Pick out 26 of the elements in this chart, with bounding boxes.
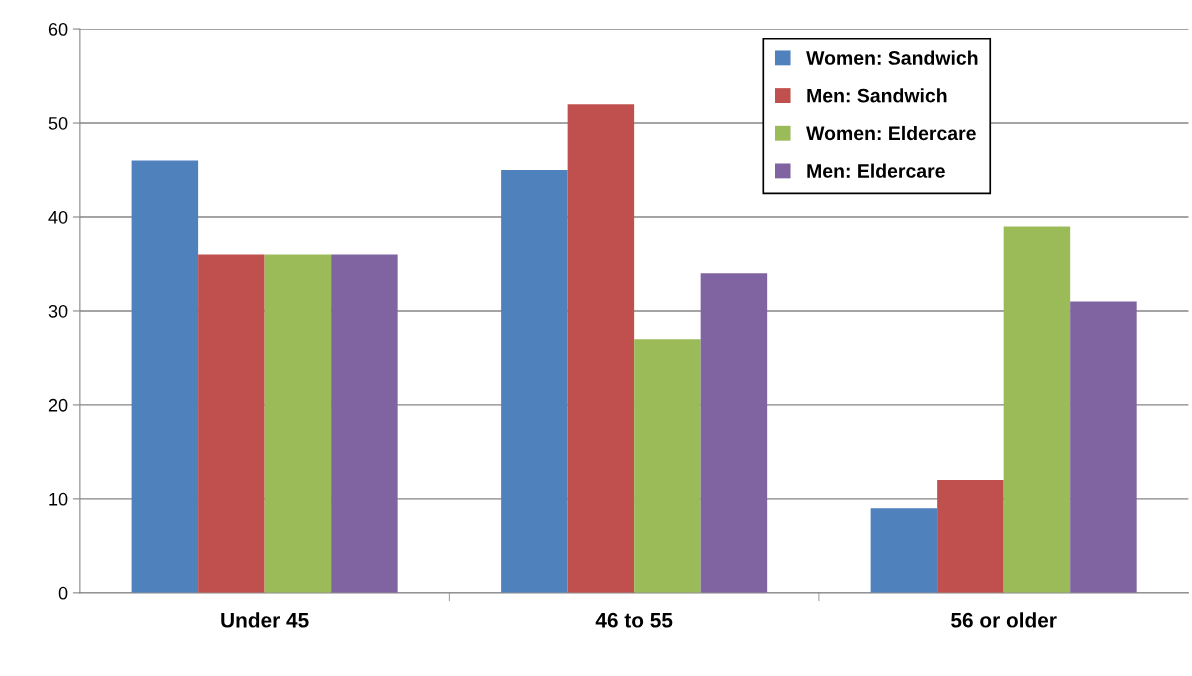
legend-label: Men: Eldercare (807, 163, 945, 178)
bar (131, 160, 199, 593)
legend-label: Men: Sandwich (807, 88, 947, 103)
x-tick-label: 56 or older (951, 612, 1057, 628)
y-tick-label: 30 (48, 304, 68, 318)
bar (1070, 301, 1137, 593)
bar (634, 339, 701, 593)
x-tick-label: Under 45 (221, 612, 309, 628)
y-tick-label: 10 (49, 492, 68, 506)
y-tick-label: 20 (48, 398, 68, 412)
bar (331, 254, 398, 593)
bar (1003, 226, 1071, 593)
bar (264, 254, 332, 593)
y-tick-label: 50 (48, 116, 68, 130)
y-tick-label: 0 (58, 586, 68, 600)
bar (198, 254, 265, 593)
legend-label: Women: Eldercare (806, 125, 976, 141)
y-tick-label: 60 (48, 23, 68, 36)
bar (567, 104, 635, 593)
y-tick-label: 40 (48, 210, 68, 224)
bar (937, 480, 1004, 593)
bar (501, 170, 568, 593)
x-tick-label: 46 to 55 (595, 612, 673, 628)
legend-label: Women: Sandwich (806, 50, 978, 65)
bar (870, 508, 938, 593)
bar (700, 273, 768, 593)
